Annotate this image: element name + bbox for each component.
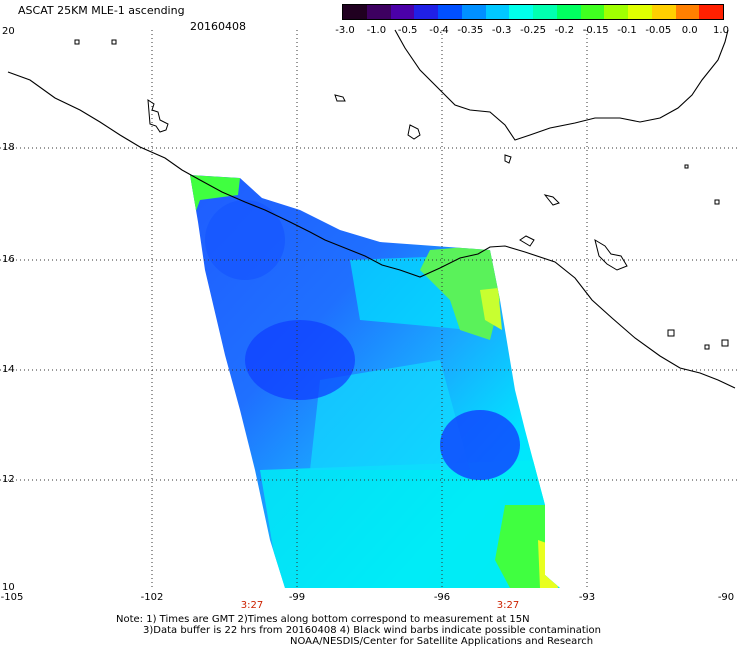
- colorbar-segment: [556, 5, 581, 19]
- lon-label-96: -96: [433, 592, 451, 603]
- colorbar-tick-label: -1.0: [366, 25, 387, 36]
- lat-label-14: 14: [2, 364, 15, 375]
- colorbar-segment: [580, 5, 605, 19]
- colorbar-segment: [366, 5, 391, 19]
- lon-label-90: -90: [717, 592, 735, 603]
- colorbar-tick-label: 0.0: [681, 25, 698, 36]
- lon-label-105: -105: [0, 592, 24, 603]
- map-title: ASCAT 25KM MLE-1 ascending: [18, 4, 185, 17]
- islands: [74, 39, 729, 350]
- time-label-left: 3:27: [240, 600, 264, 611]
- time-label-right: 3:27: [496, 600, 520, 611]
- lon-label-102: -102: [140, 592, 164, 603]
- colorbar-segment: [414, 5, 438, 19]
- note-line-1: Note: 1) Times are GMT 2)Times along bot…: [116, 614, 530, 625]
- wind-swath: [190, 175, 560, 588]
- colorbar-segment: [675, 5, 700, 19]
- colorbar: [342, 4, 724, 20]
- note-line-2: 3)Data buffer is 22 hrs from 20160408 4)…: [143, 625, 601, 636]
- note-line-3: NOAA/NESDIS/Center for Satellite Applica…: [290, 636, 594, 647]
- colorbar-tick-label: -0.1: [617, 25, 637, 36]
- lat-label-10: 10: [2, 582, 15, 593]
- colorbar-tick-label: -0.5: [397, 25, 418, 36]
- colorbar-tick-label: -0.05: [645, 25, 672, 36]
- lat-label-16: 16: [2, 254, 15, 265]
- lon-label-99: -99: [288, 592, 306, 603]
- map-date: 20160408: [190, 20, 246, 33]
- lon-label-93: -93: [578, 592, 596, 603]
- colorbar-segment: [390, 5, 415, 19]
- colorbar-tick-label: -3.0: [335, 25, 355, 36]
- lat-label-12: 12: [2, 474, 15, 485]
- colorbar-segment: [509, 5, 533, 19]
- graticule: [0, 30, 740, 588]
- colorbar-segment: [533, 5, 557, 19]
- coastline: [7, 29, 736, 389]
- colorbar-segment: [343, 5, 367, 19]
- colorbar-segment: [699, 5, 723, 19]
- colorbar-tick-label: -0.15: [582, 25, 609, 36]
- colorbar-tick-label: -0.3: [491, 25, 512, 36]
- colorbar-tick-label: 1.0: [713, 25, 729, 36]
- colorbar-segment: [438, 5, 462, 19]
- lat-label-18: 18: [2, 142, 15, 153]
- colorbar-segment: [628, 5, 652, 19]
- colorbar-tick-label: -0.4: [429, 25, 449, 36]
- colorbar-tick-label: -0.2: [554, 25, 575, 36]
- colorbar-tick-label: -0.25: [520, 25, 546, 36]
- lat-label-20: 20: [2, 26, 15, 37]
- colorbar-segment: [604, 5, 628, 19]
- colorbar-segment: [651, 5, 676, 19]
- colorbar-segment: [461, 5, 486, 19]
- colorbar-tick-label: -0.35: [457, 25, 484, 36]
- colorbar-segment: [485, 5, 510, 19]
